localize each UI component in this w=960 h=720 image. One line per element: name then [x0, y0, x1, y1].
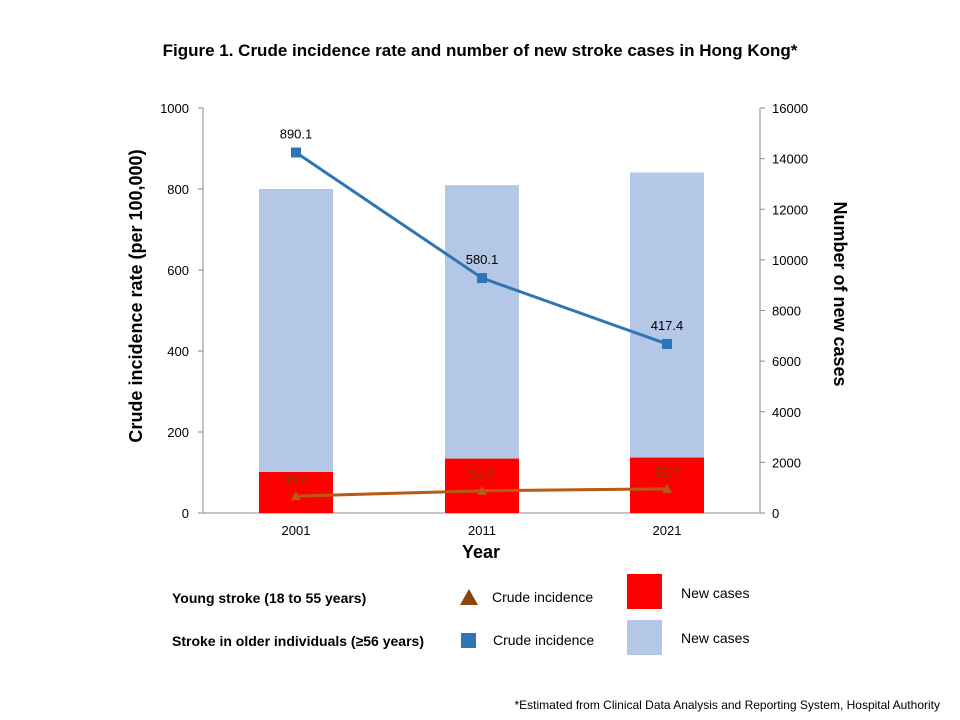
right-tick-label: 0 — [772, 506, 779, 521]
right-tick-label: 16000 — [772, 101, 808, 116]
legend-older-crude-label: Crude incidence — [493, 632, 595, 648]
x-tick-label: 2001 — [282, 523, 311, 538]
right-tick-label: 12000 — [772, 202, 808, 217]
bar-young-new-cases — [445, 458, 519, 513]
x-axis-title: Year — [462, 542, 500, 562]
data-label-young: 54.7 — [469, 467, 494, 482]
bars-layer — [259, 172, 704, 513]
bar-older-new-cases — [445, 185, 519, 459]
right-tick-label: 6000 — [772, 354, 801, 369]
bar-older-new-cases — [259, 189, 333, 472]
data-label-older: 417.4 — [651, 318, 684, 333]
right-tick-label: 14000 — [772, 152, 808, 167]
y-axis-right-title: Number of new cases — [830, 201, 850, 386]
right-tick-label: 4000 — [772, 405, 801, 420]
axes-layer: 0200400600800100002000400060008000100001… — [126, 101, 850, 562]
right-tick-label: 10000 — [772, 253, 808, 268]
point-older-crude-incidence — [662, 338, 672, 349]
lines-layer — [291, 147, 672, 501]
point-older-crude-incidence — [477, 273, 487, 284]
x-tick-label: 2011 — [468, 523, 496, 538]
y-axis-left-title: Crude incidence rate (per 100,000) — [126, 149, 146, 442]
point-older-crude-incidence — [291, 147, 301, 158]
footnote: *Estimated from Clinical Data Analysis a… — [514, 698, 940, 712]
legend-older-group-label: Stroke in older individuals (≥56 years) — [172, 633, 424, 649]
x-tick-label: 2021 — [653, 523, 682, 538]
legend-older-square-icon — [461, 633, 476, 648]
data-label-young: 59.7 — [654, 465, 679, 480]
right-tick-label: 8000 — [772, 304, 801, 319]
legend-older-newcases-swatch — [627, 620, 662, 655]
bar-older-new-cases — [630, 172, 704, 458]
point-young-crude-incidence — [291, 491, 301, 501]
left-tick-label: 600 — [167, 263, 189, 278]
chart-title: Figure 1. Crude incidence rate and numbe… — [162, 41, 798, 60]
legend-young-newcases-swatch — [627, 574, 662, 609]
chart-area: 0200400600800100002000400060008000100001… — [126, 101, 850, 562]
data-label-young: 41.8 — [283, 472, 308, 487]
legend-young-crude-label: Crude incidence — [492, 589, 594, 605]
legend-young-triangle-icon — [460, 589, 478, 605]
labels-layer: 41.8 54.7 59.7 890.1 580.1 417.4 — [280, 127, 684, 488]
data-label-older: 580.1 — [466, 252, 499, 267]
point-young-crude-incidence — [662, 483, 672, 493]
legend-young-newcases-label: New cases — [681, 585, 750, 601]
left-tick-label: 400 — [167, 344, 189, 359]
point-young-crude-incidence — [477, 485, 487, 495]
left-tick-label: 0 — [182, 506, 189, 521]
data-label-older: 890.1 — [280, 127, 313, 142]
left-tick-label: 200 — [167, 425, 189, 440]
legend-older-newcases-label: New cases — [681, 630, 750, 646]
left-tick-label: 1000 — [160, 101, 189, 116]
legend-young-group-label: Young stroke (18 to 55 years) — [172, 590, 367, 606]
left-tick-label: 800 — [167, 182, 189, 197]
right-tick-label: 2000 — [772, 455, 801, 470]
